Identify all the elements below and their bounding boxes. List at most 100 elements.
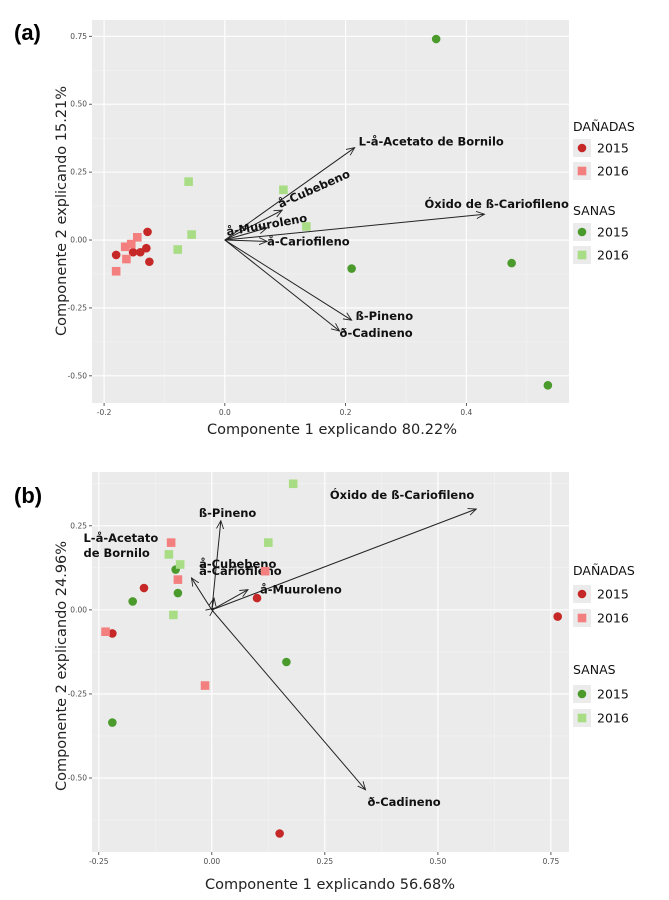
x-tick-label: 0.4 — [460, 408, 472, 417]
x-tick-label: 0.00 — [203, 857, 220, 866]
loading-label: å-Muuroleno — [260, 583, 342, 597]
data-point — [145, 257, 154, 267]
y-tick-label: -0.50 — [68, 371, 88, 380]
y-tick-label: -0.50 — [68, 774, 88, 783]
plot-background — [92, 472, 569, 852]
y-axis-title: Componente 2 explicando 24.96% — [54, 541, 70, 791]
loading-arrow — [191, 578, 213, 611]
plot-background — [92, 20, 569, 403]
data-point — [136, 247, 145, 257]
data-point — [260, 566, 270, 576]
legend-key — [577, 689, 587, 699]
data-point — [101, 627, 110, 637]
data-point — [184, 177, 193, 186]
loading-label: ß-Pineno — [199, 506, 257, 520]
loading-label: å-Cubebeno — [199, 557, 276, 571]
legend: DAÑADAS 2015 2016 SANAS 2015 2016 — [573, 119, 635, 264]
y-tick-label: 0.50 — [70, 100, 87, 109]
loading-label: L-å-Acetato de Bornilo — [359, 135, 504, 149]
data-point — [288, 479, 298, 489]
data-point — [128, 247, 138, 257]
x-tick-label: -0.2 — [97, 408, 112, 417]
data-point — [111, 266, 121, 276]
legend-label: 2015 — [597, 141, 629, 156]
loading-label: Óxido de ß-Cariofileno — [424, 196, 569, 211]
x-axis-title: Componente 1 explicando 56.68% — [205, 877, 455, 893]
legend-title: DAÑADAS — [573, 119, 635, 134]
data-point — [122, 254, 131, 264]
data-point — [111, 250, 121, 260]
data-point — [142, 243, 151, 253]
legend-key — [577, 250, 587, 260]
data-point — [264, 538, 273, 547]
y-tick-label: 0.75 — [70, 32, 87, 41]
x-tick-label: 0.0 — [219, 408, 231, 417]
legend-key — [577, 143, 587, 153]
loading-arrow — [224, 148, 355, 241]
y-tick-label: -0.25 — [68, 689, 88, 698]
data-point — [507, 258, 516, 268]
loading-label: ß-Pineno — [356, 309, 414, 323]
data-point — [275, 829, 284, 838]
legend-key — [577, 166, 587, 176]
data-point — [187, 230, 196, 239]
data-point — [431, 34, 441, 44]
data-point — [173, 245, 183, 254]
data-point — [108, 629, 117, 638]
legend: DAÑADAS 2015 2016 SANAS 2015 2016 — [573, 563, 635, 727]
loading-label-line: de Bornilo — [83, 546, 149, 560]
x-tick-label: -0.25 — [89, 857, 109, 866]
loading-label: L-å-Acetato de Bornilo — [83, 531, 158, 560]
loading-label: å-Cariofileno — [267, 234, 350, 248]
data-point — [126, 239, 136, 249]
data-point — [120, 242, 130, 252]
data-point — [169, 610, 178, 620]
panel-label: (b) — [14, 483, 42, 508]
loading-label: ð-Cadineno — [368, 795, 441, 809]
data-point — [173, 575, 183, 584]
legend-title: SANAS — [573, 203, 616, 218]
data-point — [175, 560, 185, 569]
loading-arrow — [224, 240, 267, 241]
data-point — [166, 538, 176, 547]
legend-label: 2016 — [597, 611, 629, 626]
y-axis-title: Componente 2 explicando 15.21% — [54, 86, 70, 336]
x-tick-label: 0.75 — [543, 857, 560, 866]
legend-title: DAÑADAS — [573, 563, 635, 578]
loading-label-line: L-å-Acetato — [83, 531, 158, 545]
loading-arrow — [211, 590, 248, 611]
loading-arrow — [224, 239, 352, 320]
loading-arrow — [224, 239, 340, 331]
y-tick-label: 0.25 — [70, 168, 87, 177]
loading-arrow — [211, 509, 476, 611]
y-tick-label: 0.00 — [70, 605, 87, 614]
data-point — [143, 227, 152, 237]
loading-arrow — [224, 210, 282, 241]
loading-arrow — [224, 228, 267, 241]
data-point — [164, 550, 174, 559]
loading-label: ð-Cadineno — [340, 326, 413, 340]
legend-label: 2016 — [597, 711, 629, 726]
loading-arrow — [224, 214, 485, 241]
legend-label: 2015 — [597, 587, 629, 602]
loading-arrow — [211, 521, 221, 610]
legend-key — [577, 589, 587, 599]
y-tick-label: -0.25 — [68, 303, 88, 312]
data-point — [543, 381, 553, 390]
data-point — [252, 593, 262, 603]
legend-key — [577, 613, 587, 623]
legend-title: SANAS — [573, 662, 616, 677]
biplot-panel-b: -0.25 0.00 0.25 0.50 0.75 -0.50 -0.25 0.00 0.25 Ó… — [14, 472, 635, 893]
data-point — [347, 264, 356, 273]
data-point — [139, 583, 149, 593]
biplot-panel-a: -0.2 0.0 0.2 0.4 -0.50 -0.25 0.00 0.25 0.50 0.75 L… — [14, 20, 635, 438]
x-tick-label: 0.2 — [340, 408, 352, 417]
legend-key — [577, 713, 587, 723]
x-tick-label: 0.50 — [430, 857, 447, 866]
legend-label: 2016 — [597, 248, 629, 263]
legend-label: 2016 — [597, 164, 629, 179]
data-point — [108, 718, 117, 727]
data-point — [553, 612, 562, 621]
x-axis-title: Componente 1 explicando 80.22% — [207, 422, 457, 438]
